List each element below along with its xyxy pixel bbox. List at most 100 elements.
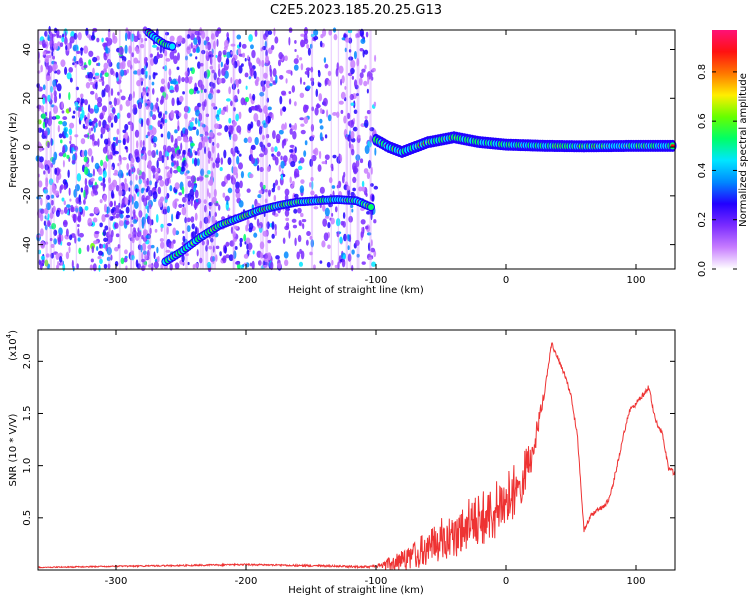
spectrogram-cell — [336, 62, 340, 71]
spectrogram-cell — [267, 106, 272, 111]
spectrogram-cell — [132, 91, 136, 99]
snr-panel: -300 -200 -100 0 100 0.5 1.0 1.5 2.0 Height of … — [5, 329, 676, 596]
spectrogram-cell — [324, 154, 330, 161]
spectrogram-cell — [373, 219, 377, 224]
colorbar-tick-label: 0.6 — [697, 113, 708, 129]
spectrogram-cell — [370, 183, 374, 187]
spectrogram-cell — [125, 220, 130, 225]
spectrogram-cell — [42, 121, 46, 129]
spectrogram-cell — [101, 105, 108, 113]
spectrogram-cell — [330, 163, 334, 169]
y-tick-label: 20 — [22, 92, 33, 105]
y-tick-label: 1.5 — [22, 406, 33, 422]
spectrogram-cell — [74, 134, 79, 138]
spectrogram-cell — [347, 253, 352, 262]
spectrogram-cell — [309, 43, 313, 49]
spectrogram-cell — [60, 139, 63, 144]
spectrogram-cell — [189, 53, 193, 57]
spectrogram-y-axis: -40 -20 0 20 40 — [22, 43, 675, 253]
spectrogram-cell — [47, 34, 50, 41]
spectrogram-cell — [328, 177, 333, 184]
spectrogram-cell — [138, 230, 142, 236]
spectrogram-cell — [91, 155, 94, 163]
spectrogram-cell — [52, 182, 55, 189]
spectrogram-cell — [187, 192, 191, 202]
spectrogram-cell — [48, 222, 51, 226]
spectrogram-cell — [248, 34, 253, 42]
snr-multiplier-exp: 4 — [5, 333, 13, 338]
spectrogram-cell — [292, 154, 298, 163]
snr-line — [37, 342, 676, 570]
spectrogram-cell — [197, 61, 201, 69]
spectrogram-cell — [359, 158, 364, 164]
spectrogram-cell — [141, 187, 145, 191]
spectrogram-cell — [120, 257, 125, 265]
spectrogram-cell — [353, 109, 358, 114]
spectrogram-cell — [55, 264, 59, 270]
spectrogram-cell — [110, 208, 115, 214]
spectrogram-cell — [313, 35, 319, 41]
spectrogram-cell — [184, 253, 189, 257]
spectrogram-cell — [94, 162, 100, 170]
spectrogram-cell — [352, 176, 357, 184]
spectrogram-cell — [51, 34, 54, 41]
spectrogram-cell — [297, 165, 303, 171]
spectrogram-cell — [279, 108, 283, 116]
spectrogram-cell — [173, 55, 178, 65]
spectrogram-cell — [368, 72, 373, 78]
spectrogram-cell — [176, 66, 180, 71]
spectrogram-cell — [153, 251, 156, 259]
spectrogram-cell — [224, 125, 229, 133]
spectrogram-cell — [210, 33, 215, 40]
spectrogram-cell — [246, 188, 251, 193]
spectrogram-cell — [196, 46, 200, 53]
spectrogram-cell — [133, 193, 136, 202]
spectrogram-cell — [214, 211, 217, 217]
spectrogram-cell — [130, 122, 134, 132]
spectrogram-cell — [69, 143, 76, 148]
spectrogram-cell — [119, 69, 125, 77]
spectrogram-cell — [107, 29, 111, 39]
spectrogram-cell — [210, 170, 214, 179]
spectrogram-cell — [152, 173, 155, 179]
spectrogram-cell — [62, 263, 66, 272]
spectrogram-cell — [66, 204, 71, 208]
spectrogram-cell — [95, 122, 98, 128]
spectrogram-cell — [352, 126, 358, 132]
spectrogram-cell — [44, 259, 49, 267]
spectrogram-cell — [374, 54, 377, 62]
spectrogram-cell — [303, 116, 309, 125]
spectrogram-cell — [90, 177, 95, 182]
spectrogram-cell — [169, 35, 175, 42]
spectrogram-cell — [108, 234, 113, 243]
spectrogram-cell — [259, 125, 263, 135]
spectrogram-cell — [106, 246, 112, 256]
spectrogram-cell — [68, 67, 74, 73]
spectrogram-cell — [338, 100, 344, 105]
spectrogram-streak — [132, 30, 135, 269]
spectrogram-cell — [236, 125, 242, 134]
spectrogram-cell — [88, 50, 94, 57]
spectrogram-cell — [266, 142, 271, 148]
spectrogram-cell — [271, 233, 275, 239]
spectrogram-cell — [117, 139, 122, 144]
spectrogram-cell — [39, 262, 43, 271]
spectrogram-cell — [112, 147, 116, 156]
spectrogram-cell — [59, 255, 63, 263]
spectrogram-cell — [327, 79, 332, 87]
spectrogram-cell — [230, 125, 235, 132]
spectrogram-cell — [205, 36, 210, 42]
spectrogram-cell — [315, 88, 319, 98]
spectrogram-cell — [330, 217, 335, 225]
spectrogram-cell — [243, 137, 248, 144]
spectrogram-cell — [106, 256, 111, 262]
spectrogram-cell — [107, 37, 113, 46]
spectrogram-cell — [52, 55, 55, 60]
spectrogram-cell — [44, 164, 49, 171]
spectrogram-cell — [359, 72, 364, 79]
spectrogram-cell — [149, 180, 152, 186]
spectrogram-cell — [101, 37, 104, 43]
spectrogram-cell — [211, 256, 216, 262]
spectrogram-cell — [282, 106, 287, 112]
spectrogram-cell — [73, 145, 78, 151]
